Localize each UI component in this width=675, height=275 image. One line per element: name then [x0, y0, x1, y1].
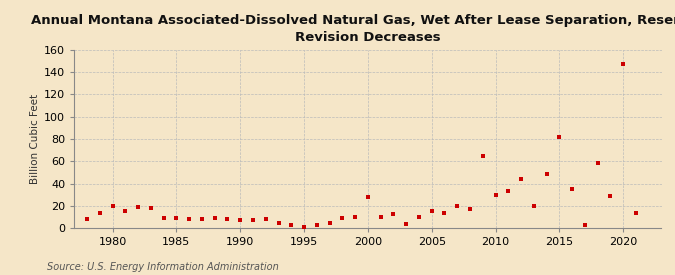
- Point: [503, 189, 514, 194]
- Point: [311, 223, 322, 227]
- Text: Source: U.S. Energy Information Administration: Source: U.S. Energy Information Administ…: [47, 262, 279, 272]
- Point: [209, 216, 220, 220]
- Point: [592, 161, 603, 166]
- Point: [235, 218, 246, 223]
- Point: [529, 204, 539, 208]
- Point: [133, 205, 144, 209]
- Point: [618, 62, 628, 66]
- Point: [273, 221, 284, 225]
- Point: [184, 217, 194, 222]
- Point: [286, 223, 297, 227]
- Point: [414, 215, 425, 219]
- Point: [477, 153, 488, 158]
- Point: [439, 210, 450, 215]
- Point: [145, 206, 156, 210]
- Point: [427, 209, 437, 214]
- Point: [401, 222, 412, 226]
- Point: [196, 217, 207, 222]
- Y-axis label: Billion Cubic Feet: Billion Cubic Feet: [30, 94, 40, 184]
- Point: [452, 204, 462, 208]
- Point: [541, 171, 552, 176]
- Point: [567, 187, 578, 191]
- Point: [337, 216, 348, 220]
- Point: [261, 217, 271, 222]
- Point: [120, 209, 131, 214]
- Title: Annual Montana Associated-Dissolved Natural Gas, Wet After Lease Separation, Res: Annual Montana Associated-Dissolved Natu…: [31, 14, 675, 44]
- Point: [95, 210, 105, 215]
- Point: [350, 215, 360, 219]
- Point: [490, 192, 501, 197]
- Point: [324, 221, 335, 225]
- Point: [222, 217, 233, 222]
- Point: [248, 218, 259, 223]
- Point: [107, 204, 118, 208]
- Point: [516, 177, 526, 181]
- Point: [554, 134, 565, 139]
- Point: [630, 210, 641, 215]
- Point: [605, 194, 616, 198]
- Point: [158, 216, 169, 220]
- Point: [82, 217, 92, 222]
- Point: [362, 195, 373, 199]
- Point: [580, 223, 591, 227]
- Point: [464, 207, 475, 211]
- Point: [375, 215, 386, 219]
- Point: [298, 225, 309, 229]
- Point: [171, 216, 182, 220]
- Point: [388, 211, 399, 216]
